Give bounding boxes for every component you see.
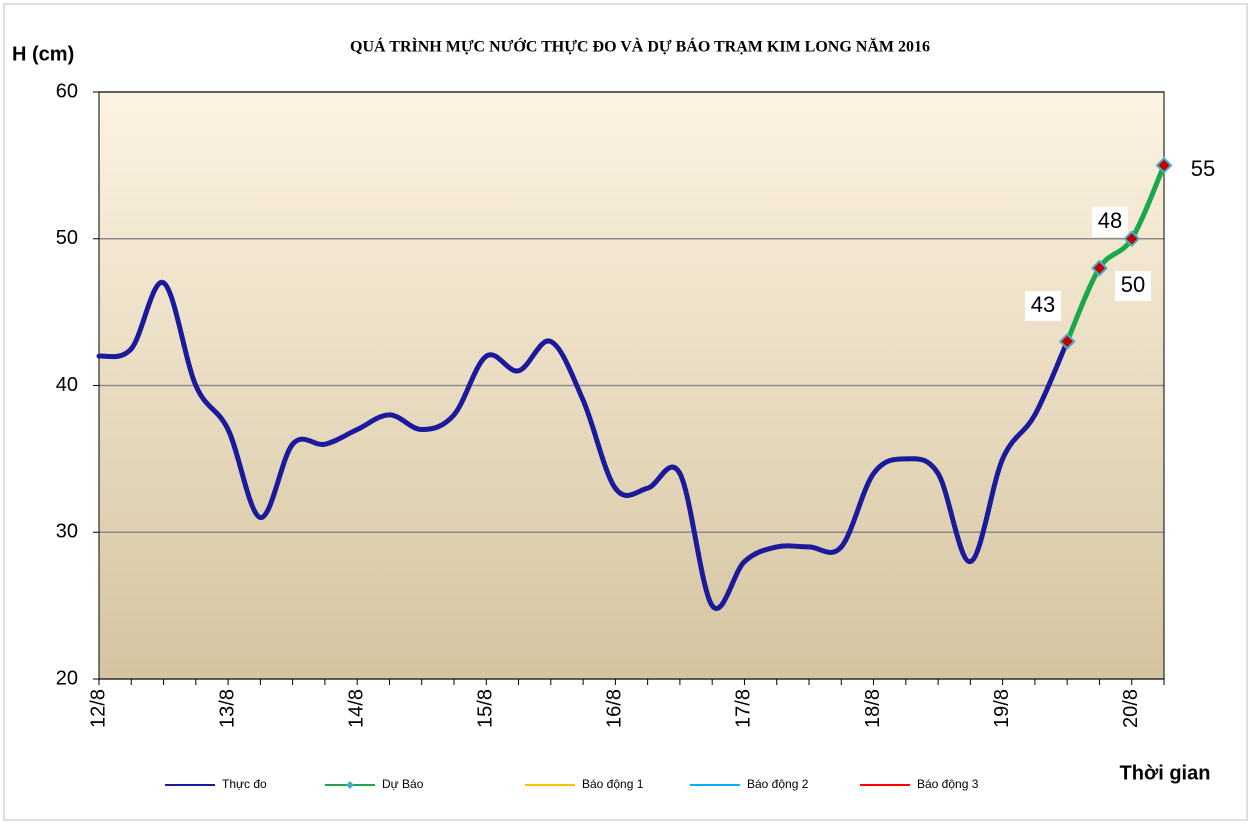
data-point [1123,230,1141,248]
chart-title: QUÁ TRÌNH MỰC NƯỚC THỰC ĐO VÀ DỰ BÁO TRẠ… [350,37,930,56]
x-tick-label: 14/8 [345,689,367,728]
data-point [1155,156,1173,174]
x-tick-label: 19/8 [991,689,1013,728]
x-tick-label: 15/8 [475,689,497,728]
legend-label: Báo động 1 [582,777,644,791]
legend-label: Dự Báo [382,777,424,791]
data-label-bg [1092,207,1128,237]
series-line [1064,162,1167,344]
data-label-bg [1185,155,1221,185]
legend-label: Báo động 3 [917,777,979,791]
legend-marker [346,781,354,789]
data-label-bg [1025,291,1061,321]
x-tick-label: 13/8 [216,689,238,728]
y-tick-label: 50 [56,227,78,249]
series-line [96,280,1070,611]
y-axis-title: H (cm) [12,43,74,65]
x-axis-title: Thời gian [1120,762,1211,784]
y-tick-label: 20 [56,667,78,689]
data-label-bg [1115,271,1151,301]
data-label: 50 [1121,272,1145,297]
data-point [1091,259,1108,277]
data-point [1058,333,1076,350]
data-label: 43 [1031,292,1055,317]
x-tick-label: 16/8 [604,689,626,728]
y-tick-label: 40 [56,374,78,396]
data-label: 48 [1098,208,1122,233]
plot-border [98,91,1165,680]
data-label: 55 [1191,156,1215,181]
x-tick-label: 17/8 [733,689,755,728]
x-tick-label: 18/8 [862,689,884,728]
y-tick-label: 30 [56,521,78,543]
legend-label: Thực đo [222,777,267,791]
y-tick-label: 60 [56,80,78,102]
legend-label: Báo động 2 [747,777,809,791]
x-tick-label: 12/8 [87,689,109,728]
x-tick-label: 20/8 [1120,689,1142,728]
